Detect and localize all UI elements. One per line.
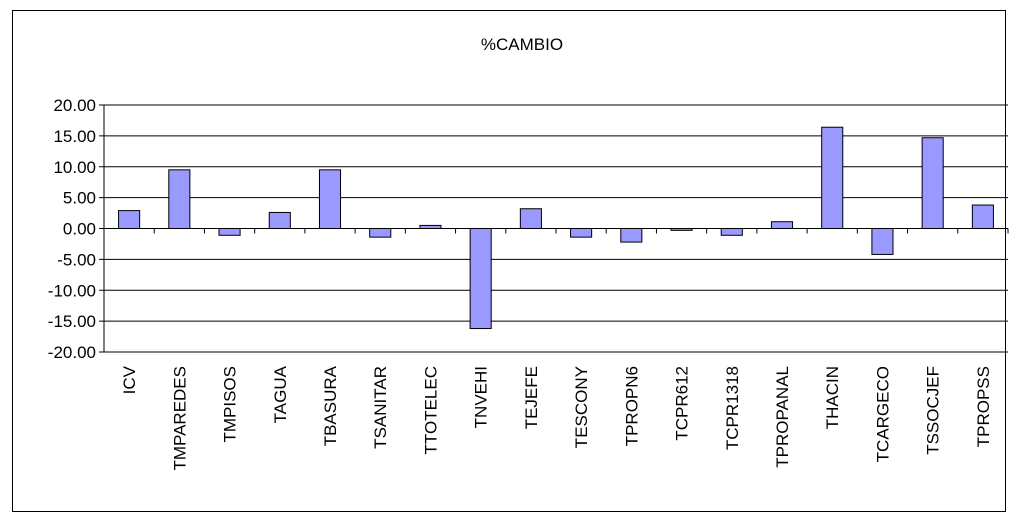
x-category-label: TSANITAR: [371, 366, 390, 449]
y-tick-label: -10.00: [48, 281, 96, 300]
bar-tcpr1318: [720, 228, 743, 236]
bar-tnvehi: [469, 228, 492, 330]
bar-tmpisos: [218, 228, 241, 236]
x-axis-categories: ICV TMPAREDES TMPISOS TAGUA TBASURA TSANITAR T…: [120, 365, 993, 470]
bar-tagua: [268, 211, 291, 230]
x-category-label: TPROPANAL: [773, 366, 792, 468]
x-category-label: TNVEHI: [472, 366, 491, 428]
bar-tejefe: [519, 208, 542, 230]
bar-thacin: [821, 126, 844, 229]
y-tick-label: 0.00: [63, 220, 96, 239]
x-category-label: TMPAREDES: [170, 366, 189, 471]
bar-tbasura: [318, 169, 342, 229]
bar-tssocjef: [921, 137, 944, 229]
bar-tpropn6: [620, 228, 643, 243]
x-category-label: TPROPSS: [974, 366, 993, 447]
bar-tsanitar: [369, 228, 392, 238]
bars: [118, 126, 994, 330]
bar-icv: [118, 210, 141, 229]
axes: [103, 105, 1009, 352]
bar-tpropanal: [770, 221, 794, 230]
y-tick-label: -15.00: [48, 312, 96, 331]
y-tick-label: 15.00: [53, 127, 96, 146]
x-category-label: TSSOCJEF: [924, 366, 943, 455]
chart-title: %CAMBIO: [481, 35, 563, 54]
bar-tmparedes: [168, 169, 191, 229]
x-category-label: TCPR612: [673, 366, 692, 441]
x-category-label: TAGUA: [271, 365, 290, 423]
x-category-label: ICV: [120, 365, 139, 394]
y-tick-label: -5.00: [57, 250, 96, 269]
x-category-label: TBASURA: [321, 365, 340, 446]
y-tick-label: -20.00: [48, 343, 96, 362]
bar-tpropss: [971, 204, 994, 230]
x-category-label: TTOTELEC: [421, 366, 440, 454]
y-tick-label: 5.00: [63, 189, 96, 208]
x-category-label: THACIN: [823, 366, 842, 429]
y-axis-ticks: 20.00 15.00 10.00 5.00 0.00 -5.00 -10.00 -15.00…: [48, 96, 104, 362]
x-category-label: TEJEFE: [522, 366, 541, 429]
y-tick-label: 10.00: [53, 158, 96, 177]
bar-tescony: [570, 228, 593, 238]
x-category-label: TMPISOS: [221, 366, 240, 443]
x-category-label: TPROPN6: [622, 366, 641, 446]
x-category-label: TESCONY: [572, 366, 591, 448]
gridlines: [104, 104, 1008, 353]
bar-tcargeco: [871, 228, 894, 255]
y-tick-label: 20.00: [53, 96, 96, 115]
chart-frame: [12, 10, 1006, 512]
x-category-label: TCARGECO: [873, 366, 892, 462]
x-category-label: TCPR1318: [723, 366, 742, 450]
